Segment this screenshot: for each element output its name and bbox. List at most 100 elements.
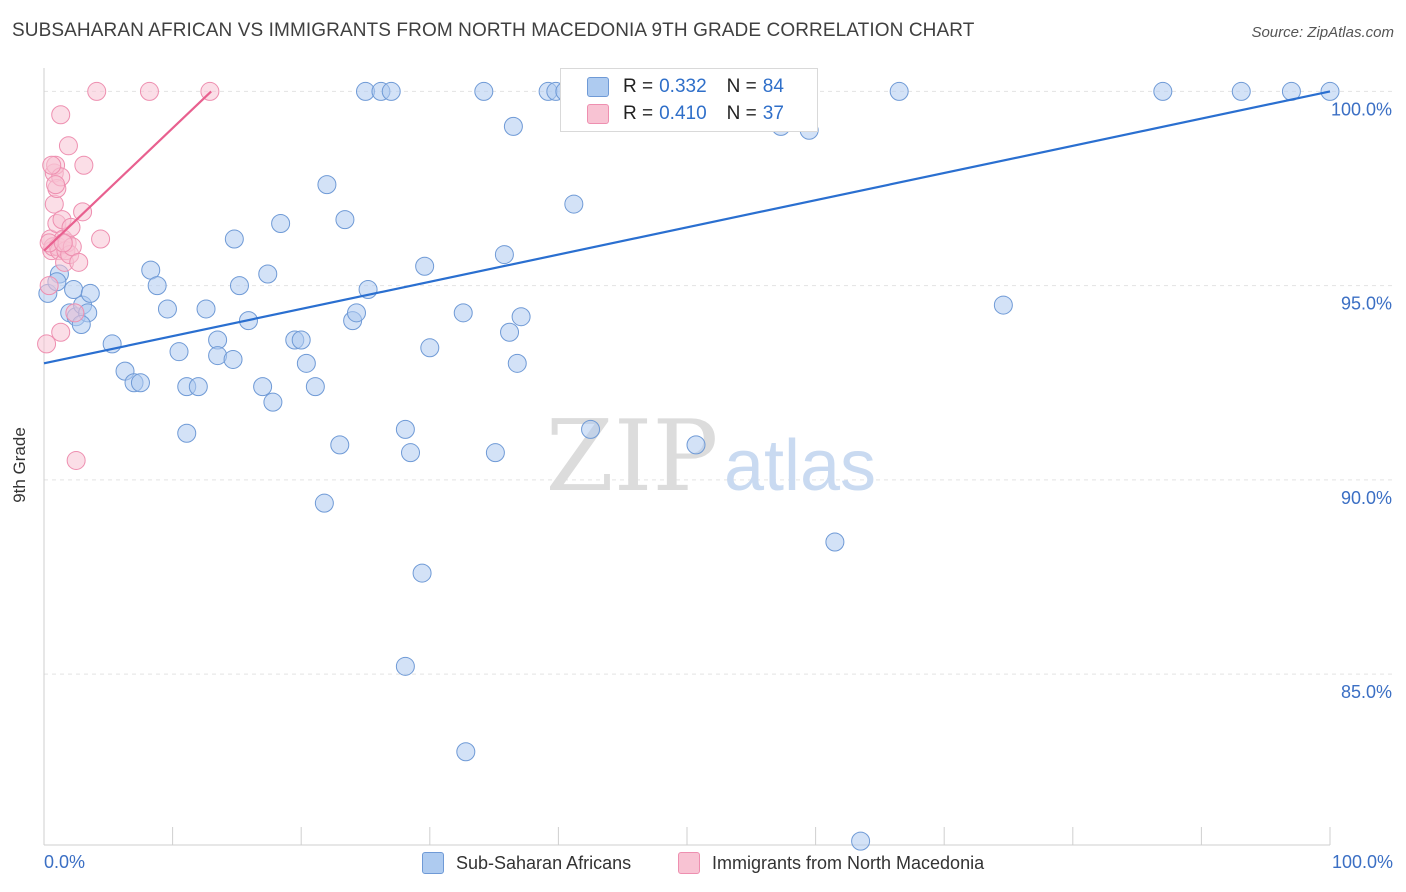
y-tick-label: 90.0% [1341,488,1392,508]
legend-item-macedonia[interactable]: Immigrants from North Macedonia [678,852,984,874]
data-point [80,283,100,303]
trendline-subsaharan [43,90,1331,365]
data-point [229,276,249,296]
data-point [42,155,62,175]
data-point [1153,81,1173,101]
data-point [825,532,845,552]
data-point [686,435,706,455]
data-point [485,443,505,463]
data-point [196,299,216,319]
data-point [51,105,71,125]
n-label: N = [726,76,757,97]
data-point [503,116,523,136]
x-tick-label-max: 100.0% [1331,852,1393,872]
legend-swatch-macedonia [587,104,609,124]
data-point [139,81,159,101]
data-point [258,264,278,284]
y-tick-label: 100.0% [1331,99,1392,119]
data-point [1231,81,1251,101]
data-point [46,175,66,195]
data-point [500,322,520,342]
data-point [507,353,527,373]
n-label: N = [726,103,757,124]
data-point [335,210,355,230]
trendline-macedonia [43,90,212,252]
data-point [564,194,584,214]
data-point [456,742,476,762]
data-point [415,256,435,276]
y-tick-label: 85.0% [1341,682,1392,702]
data-point [64,280,84,300]
source-label: Source: ZipAtlas.com [1251,24,1394,41]
data-point [314,493,334,513]
series-macedonia [37,81,220,470]
n-value: 37 [762,103,784,124]
data-point [188,377,208,397]
data-point [147,276,167,296]
data-point [330,435,350,455]
data-point [420,338,440,358]
stats-row-macedonia: R = 0.410 N = 37 [587,102,790,126]
r-label: R = [623,103,654,124]
data-point [511,307,531,327]
data-point [157,299,177,319]
data-point [37,334,57,354]
data-point [346,303,366,323]
data-point [61,217,81,237]
y-tick-label: 95.0% [1341,294,1392,314]
data-point [58,136,78,156]
r-value: 0.410 [659,103,707,124]
stats-row-subsaharan: R = 0.332 N = 84 [587,75,790,99]
data-point [305,377,325,397]
data-point [130,373,150,393]
data-point [73,202,93,222]
data-point [69,252,89,272]
data-point [581,419,601,439]
data-point [395,419,415,439]
legend-item-subsaharan[interactable]: Sub-Saharan Africans [422,852,631,874]
data-point [87,81,107,101]
n-value: 84 [762,76,784,97]
data-point [253,377,273,397]
data-point [494,245,514,265]
r-value: 0.332 [659,76,707,97]
legend-swatch-macedonia [678,852,700,874]
legend-label-macedonia: Immigrants from North Macedonia [712,852,985,873]
data-point [74,155,94,175]
x-tick-label-min: 0.0% [44,852,86,872]
data-point [263,392,283,412]
data-point [889,81,909,101]
data-point [291,330,311,350]
stats-legend: R = 0.332 N = 84 R = 0.410 N = 37 [560,68,818,132]
data-point [401,443,421,463]
data-point [395,656,415,676]
r-label: R = [623,76,654,97]
data-point [474,81,494,101]
data-point [91,229,111,249]
data-point [296,353,316,373]
data-point [271,213,291,233]
legend-label-subsaharan: Sub-Saharan Africans [456,852,632,873]
watermark-atlas: atlas [724,426,876,506]
data-point [851,831,871,851]
data-point [169,342,189,362]
watermark-zip: ZIP [546,400,719,514]
data-point [993,295,1013,315]
data-point [177,423,197,443]
data-point [412,563,432,583]
watermark: ZIP atlas [546,400,876,514]
data-point [66,450,86,470]
data-point [453,303,473,323]
legend-swatch-subsaharan [422,852,444,874]
data-point [317,175,337,195]
data-point [53,233,73,253]
legend-swatch-subsaharan [587,77,609,97]
data-point [224,229,244,249]
chart-title: SUBSAHARAN AFRICAN VS IMMIGRANTS FROM NO… [12,20,975,41]
data-point [223,349,243,369]
data-point [65,303,85,323]
series-legend: Sub-Saharan Africans Immigrants from Nor… [0,850,1406,878]
data-point [381,81,401,101]
data-point [39,276,59,296]
